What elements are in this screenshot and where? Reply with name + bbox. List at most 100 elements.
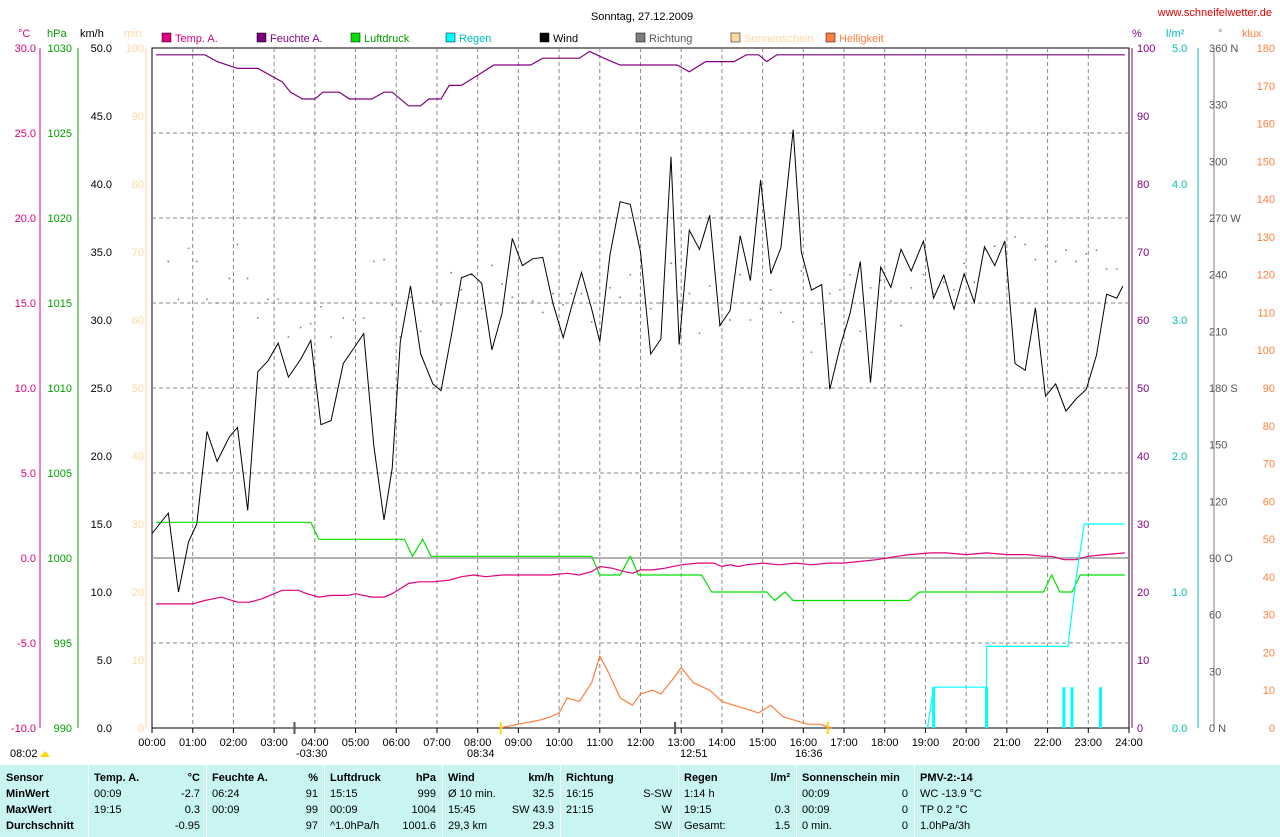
sun-tick: 50 [132, 383, 144, 395]
direction-point [287, 336, 290, 338]
direction-point [177, 298, 180, 301]
rain-tick: 3.0 [1172, 315, 1187, 327]
direction-point [729, 319, 731, 321]
x-tick-label: 20:00 [952, 737, 980, 749]
stats-hum-max-time: 00:09 [212, 804, 240, 816]
stats-dir-avg: SW [654, 820, 672, 832]
x-tick-label: 15:00 [749, 737, 777, 749]
humidity-tick: 50 [1137, 383, 1149, 395]
sun-tick: 80 [132, 179, 144, 191]
statistics-panel: Sensor MinWert MaxWert Durchschnitt Temp… [0, 765, 1280, 837]
direction-point [256, 317, 259, 320]
stats-pressure: Luftdruck hPa 15:15 999 00:09 1004 ^1.0hPa/… [324, 765, 443, 837]
direction-point [973, 281, 976, 284]
direction-tick: 120 [1209, 496, 1227, 508]
direction-point [167, 260, 170, 263]
x-tick-label: 18:00 [871, 737, 899, 749]
wind-unit: km/h [80, 28, 104, 40]
humidity-tick: 20 [1137, 587, 1149, 599]
direction-point [900, 324, 902, 327]
stats-wind-avg10-label: Ø 10 min. [448, 788, 496, 800]
wind-tick: 50.0 [91, 43, 112, 55]
x-tick-label: 08:00 [464, 737, 492, 749]
legend-swatch-6 [730, 32, 741, 43]
pressure-tick: 995 [54, 638, 72, 650]
stats-press-max: 1004 [411, 804, 436, 816]
direction-point [749, 319, 752, 321]
stats-dir-max-time: 21:15 [566, 804, 594, 816]
stats-sun-min-time: 00:09 [802, 788, 830, 800]
rain-tick: 1.0 [1172, 587, 1187, 599]
direction-point [352, 319, 355, 321]
stats-dir-min: S-SW [643, 788, 672, 800]
stats-wind-avg10: 32.5 [532, 788, 554, 800]
temp-tick: -5.0 [17, 638, 36, 650]
direction-point [187, 247, 190, 250]
wind-tick: 15.0 [91, 519, 112, 531]
stats-rain-duration: 1:14 h [684, 788, 715, 800]
direction-point [216, 302, 219, 304]
direction-point [440, 303, 442, 306]
lux-tick: 120 [1257, 270, 1275, 282]
legend-label-4: Wind [553, 33, 578, 45]
stats-press-min: 999 [417, 788, 436, 800]
legend-swatch-7 [825, 32, 836, 43]
stats-hum-avg: 97 [305, 820, 318, 832]
direction-unit: ° [1218, 28, 1222, 40]
humidity-tick: 80 [1137, 179, 1149, 191]
lux-tick: 160 [1257, 119, 1275, 131]
temp-tick: 20.0 [15, 213, 36, 225]
direction-point [246, 277, 249, 280]
direction-point [501, 283, 503, 286]
direction-tick: 240 [1209, 270, 1227, 282]
stats-press-head: Luftdruck [330, 772, 381, 784]
stats-wind-max-time: 15:45 [448, 804, 476, 816]
direction-point [320, 305, 322, 308]
series-line-temp-a [156, 552, 1125, 605]
stats-rain-head: Regen [684, 772, 718, 784]
direction-point [792, 320, 795, 323]
direction-point [879, 279, 882, 282]
direction-point [649, 307, 652, 310]
stats-hum-head: Feuchte A. [212, 772, 268, 784]
direction-point [521, 302, 524, 304]
direction-point [409, 296, 412, 299]
direction-point [228, 277, 231, 280]
direction-point [810, 351, 813, 354]
stats-sensor-head: Sensor [6, 772, 44, 784]
lux-tick: 180 [1257, 43, 1275, 55]
direction-point [552, 292, 554, 295]
stats-rain-total-label: Gesamt: [684, 820, 726, 832]
pressure-tick: 1030 [48, 43, 72, 55]
direction-point [590, 320, 593, 323]
humidity-tick: 30 [1137, 519, 1149, 531]
stats-dir-min-time: 16:15 [566, 788, 594, 800]
stats-wind-head: Wind [448, 772, 475, 784]
x-tick-label: 03:00 [260, 737, 288, 749]
x-tick-label: 24:00 [1115, 737, 1143, 749]
stats-hum-min-time: 06:24 [212, 788, 240, 800]
sun-tick: 30 [132, 519, 144, 531]
stats-pmv-trend: 1.0hPa/3h [920, 820, 971, 832]
direction-point [1034, 258, 1037, 261]
x-tick-label: 13:00 [667, 737, 695, 749]
pressure-unit: hPa [47, 28, 67, 40]
legend-swatch-1 [256, 32, 267, 43]
humidity-unit: % [1132, 28, 1142, 40]
x-tick-label: 07:00 [423, 737, 451, 749]
wind-tick: 0.0 [97, 723, 112, 735]
direction-point [309, 322, 312, 325]
temp-tick: 5.0 [21, 468, 36, 480]
lux-tick: 10 [1263, 685, 1275, 697]
direction-point [491, 264, 493, 267]
stats-temp: Temp. A. °C 00:09 -2.7 19:15 0.3 -0.95 [88, 765, 207, 837]
pressure-tick: 1015 [48, 298, 72, 310]
direction-point [460, 288, 463, 291]
lux-tick: 0 [1269, 723, 1275, 735]
direction-point [562, 303, 565, 306]
temp-unit: °C [18, 28, 30, 40]
humidity-tick: 90 [1137, 111, 1149, 123]
direction-point [953, 288, 955, 291]
humidity-tick: 10 [1137, 655, 1149, 667]
sun-tick: 0 [138, 723, 144, 735]
